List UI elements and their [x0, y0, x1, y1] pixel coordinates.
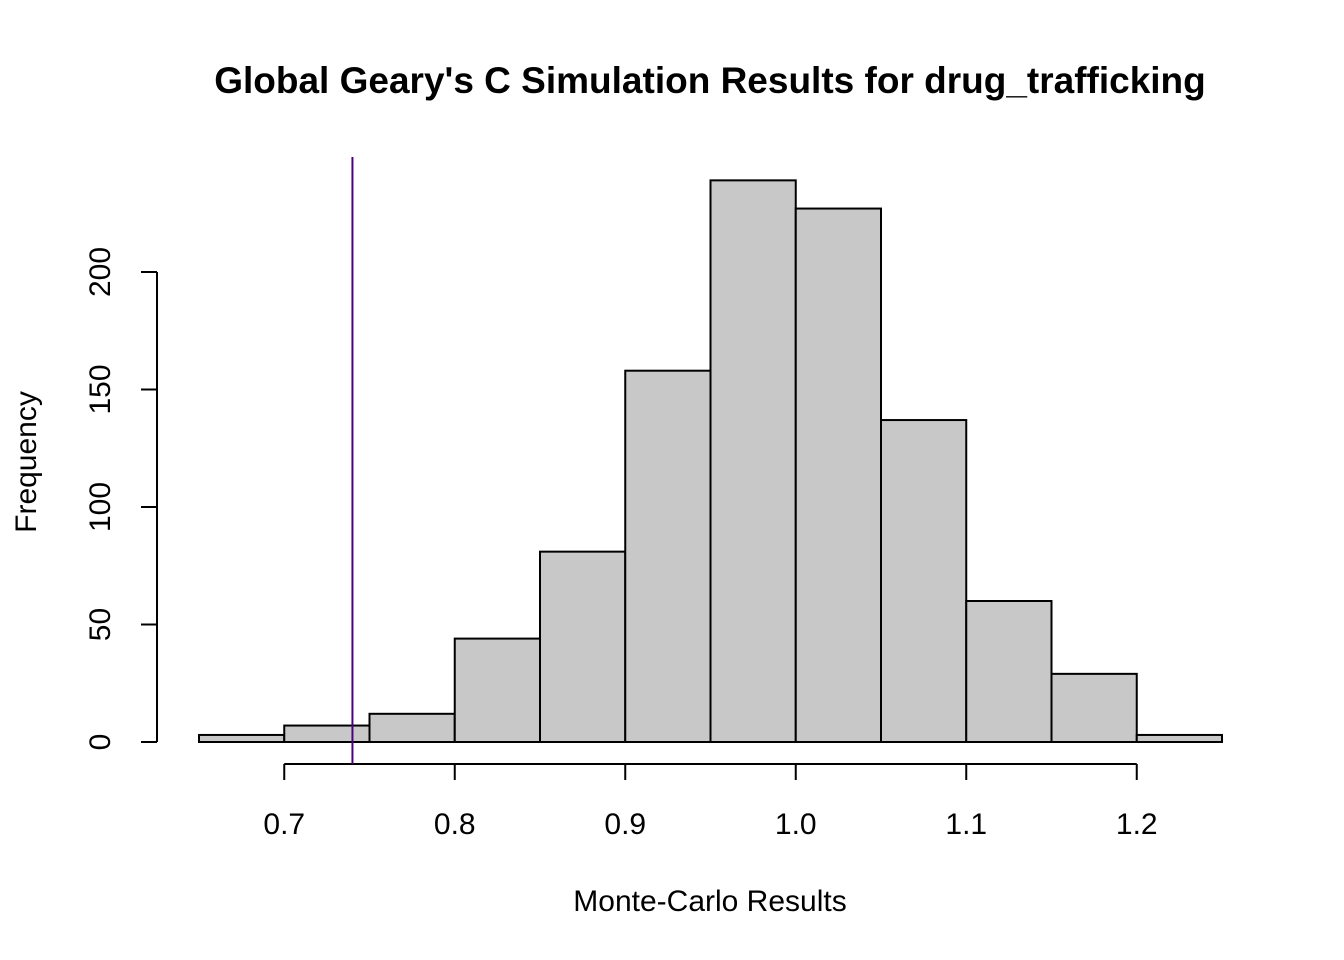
histogram-bar [709, 179, 797, 744]
histogram-bar [453, 637, 541, 743]
x-tick-label: 1.0 [775, 808, 817, 841]
histogram-bar [880, 419, 968, 743]
histogram-bar [965, 600, 1053, 743]
y-tick-label: 0 [84, 734, 117, 751]
histogram-bar [794, 207, 882, 744]
histogram-bar [624, 369, 712, 743]
y-tick-label: 150 [84, 364, 117, 414]
histogram-bar [1050, 672, 1138, 743]
x-tick-label: 1.2 [1116, 808, 1158, 841]
x-tick-label: 0.7 [263, 808, 305, 841]
y-axis-label: Frequency [10, 391, 43, 533]
histogram-bar [198, 733, 286, 744]
y-tick-label: 200 [84, 247, 117, 297]
histogram-bar [1135, 733, 1223, 744]
histogram-bars [198, 179, 1223, 744]
histogram-bar [539, 550, 627, 744]
histogram-bar [368, 712, 456, 743]
y-axis: 0 50 100 150 200 [84, 247, 158, 751]
histogram-bar [283, 724, 371, 743]
x-axis-label: Monte-Carlo Results [573, 885, 846, 918]
y-tick-label: 100 [84, 482, 117, 532]
y-tick-label: 50 [84, 608, 117, 641]
chart-title: Global Geary's C Simulation Results for … [214, 60, 1206, 101]
x-axis: 0.7 0.8 0.9 1.0 1.1 1.2 [263, 763, 1158, 841]
x-tick-label: 0.8 [434, 808, 476, 841]
x-tick-label: 1.1 [945, 808, 987, 841]
x-tick-label: 0.9 [604, 808, 646, 841]
